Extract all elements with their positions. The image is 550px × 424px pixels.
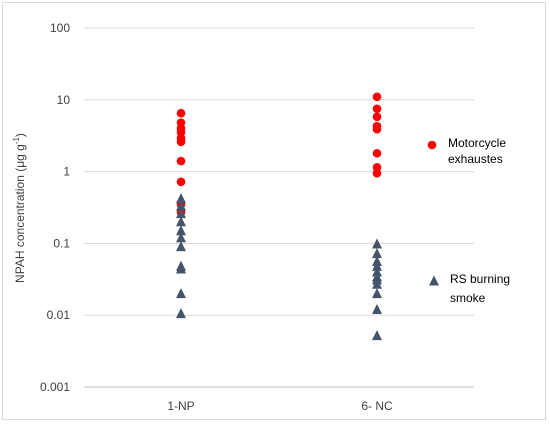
legend-label-line: smoke (450, 291, 486, 305)
legend-label-line: RS burning (450, 272, 510, 286)
motorcycle-exhaust-point (176, 108, 186, 118)
motorcycle-exhaust-point (176, 156, 186, 166)
rs-burning-smoke-point (176, 225, 186, 236)
y-tick-label: 10 (57, 93, 71, 107)
motorcycle-exhaust-point (372, 148, 382, 158)
y-axis-title-superscript: -1 (12, 137, 21, 145)
legend-label: Motorcycle exhaustes (448, 136, 506, 166)
y-axis-title-main: NPAH concentration (μg g (13, 144, 27, 283)
y-tick-label: 0.1 (53, 236, 70, 250)
motorcycle-exhaust-point (372, 124, 382, 134)
rs-burning-smoke-point (176, 232, 186, 243)
rs-burning-smoke-point (176, 308, 186, 319)
x-category-label: 1-NP (167, 399, 194, 413)
y-tick-label: 0.001 (40, 380, 70, 394)
y-axis-ticks: 100 10 1 0.1 0.01 0.001 (40, 21, 70, 394)
rs-burning-smoke-point (176, 193, 186, 204)
legend-label-line: Motorcycle (448, 136, 506, 150)
motorcycle-exhaust-point (372, 168, 382, 178)
rs-burning-smoke-point (176, 288, 186, 299)
y-axis-title-close: ) (13, 133, 27, 137)
motorcycle-exhaust-point (176, 177, 186, 187)
y-tick-label: 1 (63, 165, 70, 179)
legend-label: RS burning smoke (450, 272, 510, 305)
rs-burning-smoke-point (372, 260, 382, 271)
rs-burning-smoke-point (372, 288, 382, 299)
legend-circle-marker (427, 140, 437, 150)
legend-triangle-marker (429, 275, 439, 286)
rs-burning-smoke-point (176, 241, 186, 252)
rs-burning-smoke-point (372, 248, 382, 259)
y-axis-title: NPAH concentration (μg g-1) (12, 133, 27, 283)
motorcycle-exhaust-point (176, 137, 186, 147)
x-axis-categories: 1-NP 6- NC (167, 399, 393, 413)
rs-burning-smoke-point (372, 278, 382, 289)
rs-burning-smoke-point (176, 200, 186, 211)
rs-burning-smoke-point (372, 330, 382, 341)
rs-burning-smoke-point (176, 208, 186, 219)
rs-burning-smoke-point (176, 263, 186, 274)
rs-burning-smoke-point (372, 238, 382, 249)
motorcycle-exhaust-point (372, 162, 382, 172)
y-tick-label: 100 (50, 21, 70, 35)
data-points (176, 92, 382, 341)
motorcycle-exhaust-point (372, 112, 382, 122)
legend: Motorcycle exhaustes RS burning smoke (427, 136, 510, 305)
rs-burning-smoke-point (176, 216, 186, 227)
rs-burning-smoke-point (372, 304, 382, 315)
rs-burning-smoke-point (372, 266, 382, 277)
gridlines (84, 27, 474, 388)
legend-label-line: exhaustes (448, 152, 503, 166)
motorcycle-exhaust-point (372, 92, 382, 102)
y-tick-label: 0.01 (47, 308, 71, 322)
chart-frame (2, 2, 546, 420)
motorcycle-exhaust-point (372, 104, 382, 114)
x-category-label: 6- NC (361, 399, 393, 413)
